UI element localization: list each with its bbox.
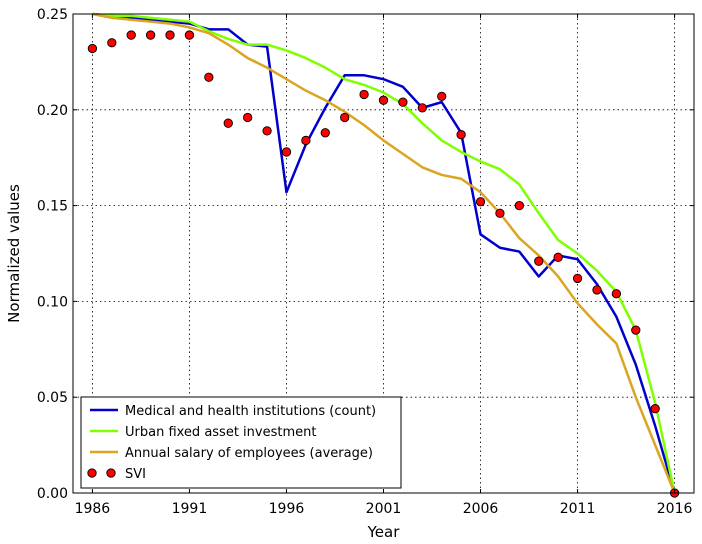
svi-point-2012: [592, 285, 602, 295]
svi-point-2011: [572, 273, 583, 284]
x-tick-label: 2011: [560, 501, 596, 517]
legend-label: Annual salary of employees (average): [125, 446, 373, 461]
svi-point-1991: [184, 30, 195, 40]
svi-point-1996: [281, 147, 292, 157]
x-axis-title: Year: [367, 523, 401, 541]
axis-ticks: 1986 1991 1996 2001 2006 2011 2016 0.00 0.05 0.10…: [37, 7, 694, 517]
legend-label: SVI: [125, 467, 146, 482]
svi-point-2001: [378, 95, 389, 105]
svi-point-1993: [223, 118, 233, 128]
x-tick-label: 1996: [269, 501, 305, 517]
svi-point-2006: [475, 197, 486, 207]
svi-point-1994: [243, 112, 253, 123]
svi-point-2002: [398, 97, 408, 107]
legend-swatch-marker: [106, 468, 116, 478]
y-axis-title: Normalized values: [5, 184, 23, 323]
series-layer: [87, 12, 680, 498]
svi-point-2015: [650, 404, 660, 414]
svi-point-1999: [340, 112, 350, 123]
svi-point-2014: [631, 325, 641, 335]
svi-point-2003: [417, 103, 427, 113]
y-tick-label: 0.00: [37, 486, 68, 502]
legend-swatch-marker: [87, 468, 97, 478]
svi-point-2004: [437, 91, 447, 102]
series-line-medical-and-health-institutions-count: [92, 12, 676, 494]
x-tick-label: 1986: [75, 501, 111, 517]
y-tick-label: 0.15: [37, 199, 68, 215]
y-tick-label: 0.05: [37, 390, 68, 406]
series-line-urban-fixed-asset-investment: [92, 12, 676, 494]
svi-point-1986: [87, 43, 98, 54]
svi-point-2010: [553, 252, 563, 262]
svi-point-1990: [165, 30, 175, 40]
svi-point-1997: [301, 135, 311, 146]
x-tick-label: 2001: [366, 501, 402, 517]
x-tick-label: 2016: [657, 501, 693, 517]
svi-point-1989: [145, 30, 156, 40]
series-line-annual-salary-of-employees-average: [92, 12, 676, 494]
svi-point-1998: [320, 128, 330, 138]
chart-legend: Medical and health institutions (count) U…: [80, 396, 402, 489]
y-tick-label: 0.25: [37, 7, 68, 23]
legend-label: Medical and health institutions (count): [125, 404, 376, 419]
svi-point-2008: [514, 200, 524, 211]
svi-point-1987: [107, 38, 117, 48]
y-tick-label: 0.20: [37, 103, 68, 119]
svi-point-1995: [262, 126, 272, 136]
x-tick-label: 1991: [172, 501, 208, 517]
svi-point-1988: [126, 30, 136, 40]
svi-point-2007: [495, 208, 505, 218]
svi-point-2005: [456, 130, 466, 140]
y-tick-label: 0.10: [37, 294, 68, 310]
svi-point-2000: [359, 89, 369, 100]
svi-point-2013: [611, 289, 622, 299]
legend-label: Urban fixed asset investment: [125, 425, 316, 440]
x-tick-label: 2006: [463, 501, 499, 517]
svi-point-2009: [534, 256, 544, 266]
svi-point-1992: [204, 72, 214, 82]
legend-box: [80, 396, 402, 489]
